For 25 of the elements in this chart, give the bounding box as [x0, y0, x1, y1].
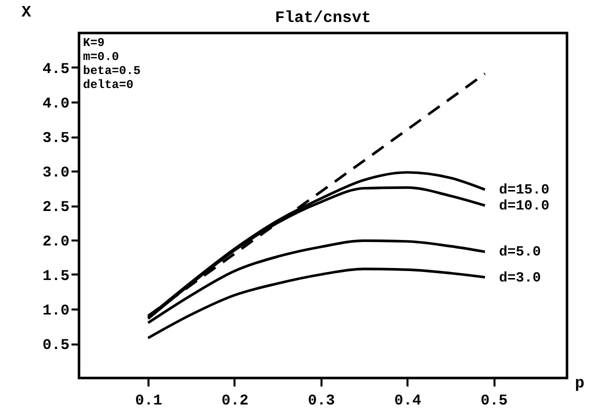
y-tick-label: 3.0: [42, 164, 70, 182]
annotation: beta=0.5: [83, 64, 141, 78]
y-tick-label: 3.5: [42, 130, 70, 147]
series-label: d=10.0: [498, 198, 550, 214]
x-tick-label: 0.3: [308, 392, 335, 410]
x-tick-label: 0.1: [135, 392, 162, 410]
y-tick-label: 4.5: [42, 61, 70, 78]
y-tick-label: 2.5: [42, 199, 70, 216]
x-tick-label: 0.2: [221, 392, 248, 410]
y-tick-label: 0.5: [42, 337, 70, 354]
y-axis-title: X: [22, 4, 32, 22]
y-tick-label: 4.0: [42, 96, 70, 112]
x-tick-label: 0.5: [480, 392, 508, 410]
y-tick-label: 1.5: [42, 268, 70, 285]
chart-title: Flat/cnsvt: [274, 9, 372, 27]
series-label: d=5.0: [498, 244, 541, 261]
y-tick-label: 2.0: [42, 234, 70, 250]
x-axis-title: p: [574, 374, 584, 392]
x-tick-label: 0.4: [394, 392, 422, 410]
series-label: d=3.0: [498, 270, 541, 286]
series-label: d=15.0: [498, 182, 550, 199]
annotation: m=0.0: [83, 50, 120, 64]
annotation: K=9: [83, 36, 105, 50]
annotation: delta=0: [83, 78, 134, 92]
y-tick-label: 1.0: [42, 302, 70, 320]
